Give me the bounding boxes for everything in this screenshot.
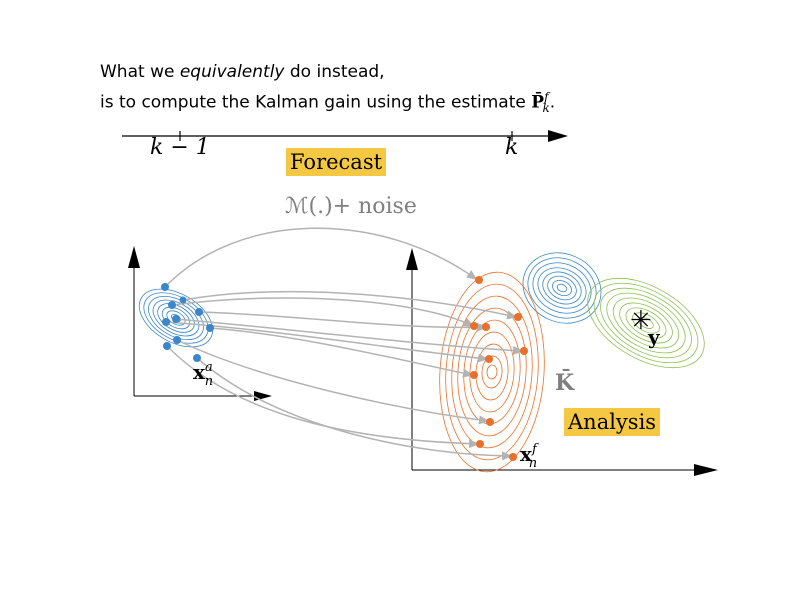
- intro-line-2-prefix: is to compute the Kalman gain using the …: [100, 92, 532, 113]
- kalman-gain-label: K̄: [555, 370, 575, 396]
- analysis-label: Analysis: [564, 408, 661, 436]
- forecast-point: [482, 323, 490, 331]
- analysis-point: [179, 296, 187, 304]
- trajectory: [182, 290, 518, 320]
- forecast-point: [514, 313, 522, 321]
- forecast-ensemble-points: [470, 276, 528, 461]
- timeline-arrowhead: [548, 130, 568, 142]
- analysis-ensemble-sub: n: [204, 374, 214, 389]
- analysis-point: [162, 318, 170, 326]
- trajectory: [166, 345, 480, 449]
- forecast-point: [486, 418, 494, 426]
- forecast-point: [485, 355, 493, 363]
- observation-contours: [587, 277, 705, 369]
- observation-star-icon: ✳: [630, 306, 652, 336]
- forecast-ensemble-sub: n: [528, 456, 538, 471]
- forecast-point: [475, 276, 483, 284]
- prior-contours: [522, 252, 602, 324]
- forecast-ensemble-sup: f: [531, 442, 537, 457]
- trajectory: [171, 297, 475, 327]
- analysis-point: [172, 315, 180, 323]
- analysis-point: [168, 301, 176, 309]
- left-x-arrowhead: [254, 391, 272, 401]
- forecast-point: [520, 347, 528, 355]
- analysis-point: [206, 324, 214, 332]
- analysis-ensemble-symbol: x: [193, 360, 205, 384]
- covariance-superscript: f: [544, 90, 549, 104]
- covariance-subscript: k: [542, 101, 550, 116]
- covariance-symbol: P̄: [531, 92, 545, 113]
- trajectory: [198, 311, 488, 332]
- intro-line-1-emphasis: equivalently: [179, 62, 285, 82]
- right-y-arrowhead: [406, 248, 418, 270]
- forecast-point: [509, 453, 517, 461]
- trajectory: [209, 327, 474, 378]
- intro-line-2-period: .: [549, 92, 556, 113]
- forecast-point: [476, 440, 484, 448]
- analysis-point: [193, 354, 201, 362]
- timeline-label-left: k − 1: [150, 135, 210, 160]
- analysis-contours: [138, 288, 214, 348]
- right-x-arrowhead: [694, 464, 718, 476]
- forecast-ensemble-symbol: x: [520, 442, 532, 466]
- trajectory: [164, 227, 478, 288]
- analysis-point: [195, 308, 203, 316]
- trajectory: [176, 339, 490, 425]
- intro-line-1-prefix: What we: [100, 62, 180, 82]
- trajectory: [175, 318, 524, 355]
- forecast-point: [470, 371, 478, 379]
- analysis-ensemble-points: [161, 283, 214, 362]
- timeline-label-right: k: [505, 135, 519, 160]
- analysis-point: [163, 342, 171, 350]
- intro-line-1: What we equivalently do instead,: [100, 62, 385, 82]
- analysis-ensemble-label: xan: [193, 360, 221, 389]
- analysis-point: [161, 283, 169, 291]
- analysis-point: [173, 336, 181, 344]
- model-noise-label: ℳ(.)+ noise: [285, 194, 417, 219]
- forecast-label: Forecast: [286, 148, 387, 176]
- analysis-ensemble-sup: a: [204, 360, 213, 375]
- intro-line-2: is to compute the Kalman gain using the …: [100, 90, 555, 115]
- forecast-point: [470, 322, 478, 330]
- forecast-ensemble-label: xfn: [520, 442, 545, 471]
- trajectory: [196, 357, 513, 461]
- left-y-arrowhead: [128, 246, 140, 268]
- observation-label: y: [648, 325, 660, 349]
- intro-line-1-suffix: do instead,: [284, 62, 385, 82]
